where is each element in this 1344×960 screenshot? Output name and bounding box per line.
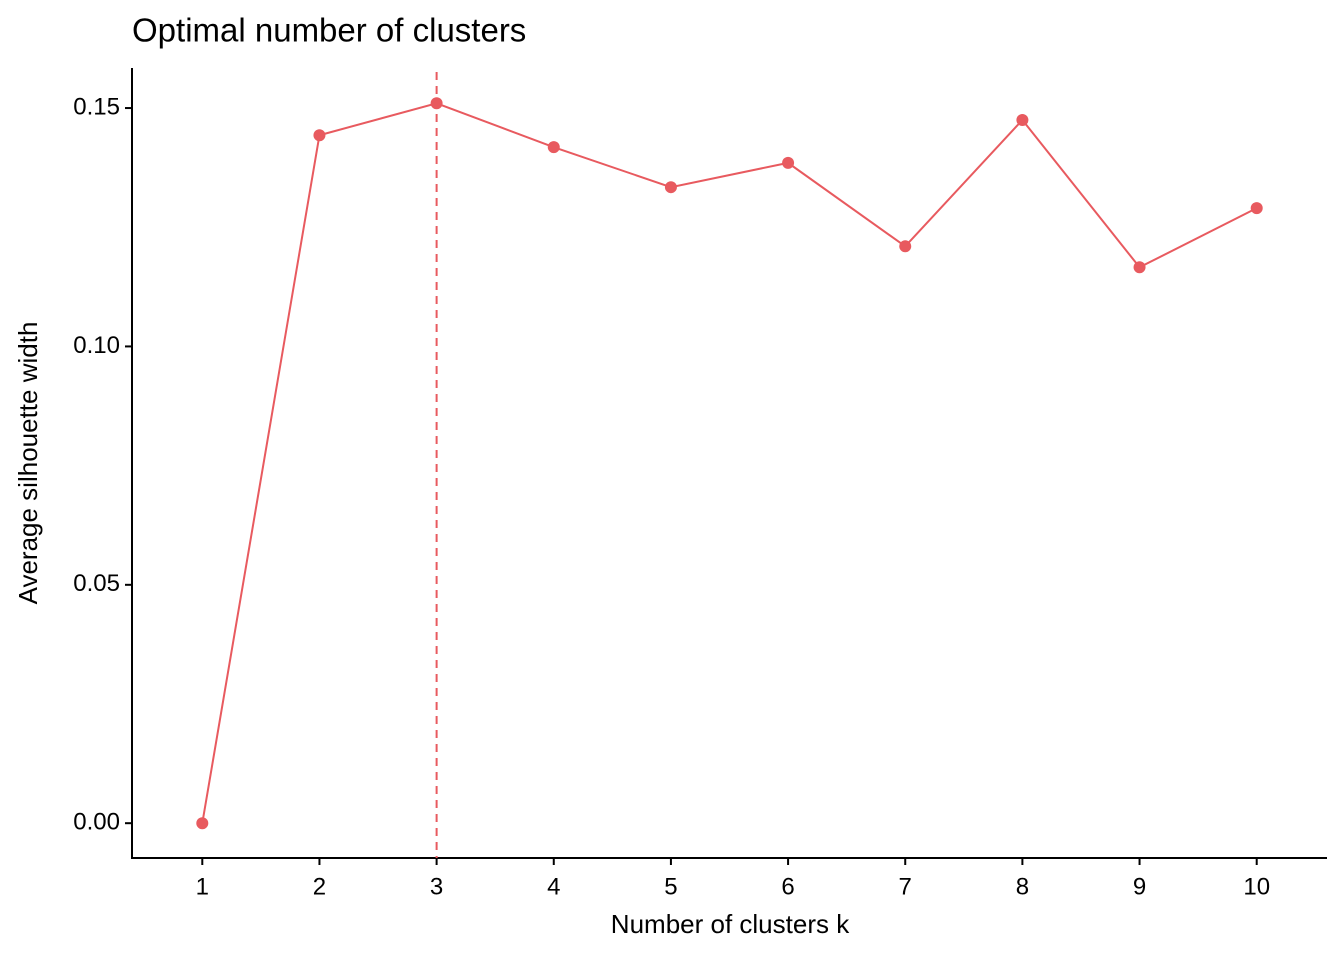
x-tick-label: 7 <box>899 873 912 900</box>
x-tick-label: 6 <box>781 873 794 900</box>
x-tick-label: 5 <box>664 873 677 900</box>
data-point <box>313 129 326 142</box>
data-point <box>430 97 443 110</box>
data-point <box>547 141 560 154</box>
data-point <box>1016 113 1029 126</box>
data-point <box>899 240 912 253</box>
data-line <box>201 102 1258 824</box>
y-tick-label: 0.05 <box>73 570 120 597</box>
x-tick-label: 8 <box>1016 873 1029 900</box>
data-point <box>1250 202 1263 215</box>
y-tick-label: 0.15 <box>73 93 120 120</box>
y-tick-label: 0.10 <box>73 332 120 359</box>
data-point <box>1133 261 1146 274</box>
chart-title: Optimal number of clusters <box>132 12 526 49</box>
x-tick-label: 10 <box>1243 873 1270 900</box>
data-point <box>196 817 209 830</box>
y-axis-label: Average silhouette width <box>13 322 43 605</box>
x-axis-label: Number of clusters k <box>611 909 850 939</box>
data-point <box>782 156 795 169</box>
x-tick-label: 1 <box>196 873 209 900</box>
x-tick-label: 2 <box>313 873 326 900</box>
data-point <box>664 181 677 194</box>
x-tick-label: 4 <box>547 873 560 900</box>
x-tick-label: 3 <box>430 873 443 900</box>
y-tick-label: 0.00 <box>73 809 120 836</box>
x-tick-label: 9 <box>1133 873 1146 900</box>
